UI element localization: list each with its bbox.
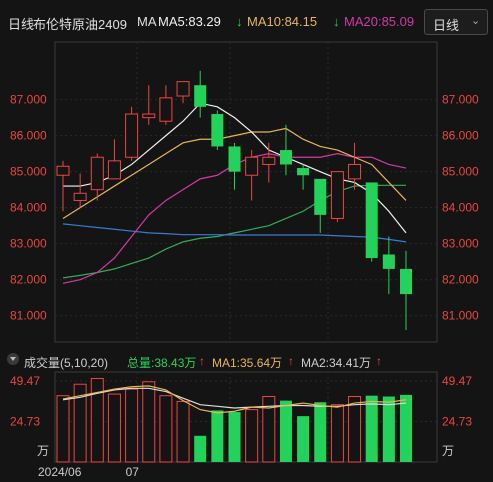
candle-body <box>279 150 292 165</box>
volume-bar <box>365 395 378 462</box>
volume-ma2-line <box>62 387 407 409</box>
candle-body <box>365 182 378 259</box>
chevron-down-icon: ⌄ <box>471 15 481 27</box>
volume-bar <box>279 400 292 462</box>
price-tick-left: 85.000 <box>10 165 47 179</box>
instrument-title: 布伦特原油2409 <box>33 17 127 32</box>
price-plot-frame <box>54 41 438 343</box>
volume-label: 成交量(5,10,20) <box>24 356 109 370</box>
triangle-down-icon[interactable] <box>7 353 19 365</box>
price-tick-right: 87.000 <box>442 93 479 107</box>
volume-bar <box>56 395 70 463</box>
volume-bar <box>330 404 344 463</box>
ma10-line <box>62 127 407 219</box>
volume-unit-right: 万 <box>442 444 454 458</box>
price-tick-right: 85.000 <box>442 165 479 179</box>
candle-body <box>297 168 310 176</box>
period-label: 日线 <box>8 17 35 32</box>
volume-tick-right: 24.73 <box>442 415 472 429</box>
period-dropdown[interactable]: 日线 ⌄ <box>424 9 488 35</box>
price-tick-right: 84.000 <box>442 201 479 215</box>
ma10-value: MA10:84.15 <box>247 14 318 29</box>
candle-body <box>314 178 327 215</box>
volume-ma1: MA1:35.64万 <box>212 356 283 370</box>
price-tick-right: 81.000 <box>442 309 479 323</box>
volume-total: 总量:38.43万 <box>127 356 197 370</box>
volume-bar <box>142 381 156 463</box>
ma30-line <box>62 223 407 243</box>
candle-body <box>211 114 224 147</box>
ma20-down-arrow-icon: ↓ <box>333 14 340 29</box>
candle-body <box>228 146 241 172</box>
volume-bar <box>262 396 276 463</box>
candle-body <box>330 171 344 219</box>
candle-body <box>56 165 70 176</box>
ma5-value: MA5:83.29 <box>158 14 221 29</box>
volume-bar <box>107 393 121 463</box>
ma60-line <box>62 184 406 279</box>
price-tick-right: 86.000 <box>442 129 479 143</box>
volume-tick-left: 49.47 <box>10 374 40 388</box>
x-axis-label: 2024/06 <box>38 465 82 479</box>
volume-tick-right: 49.47 <box>442 374 472 388</box>
volume-bar <box>314 402 327 462</box>
price-tick-right: 82.000 <box>442 273 479 287</box>
price-tick-right: 83.000 <box>442 237 479 251</box>
candle-body <box>400 268 412 295</box>
period-dropdown-label: 日线 <box>433 18 460 33</box>
volume-unit-left: 万 <box>37 444 49 458</box>
volume-bar <box>159 395 173 463</box>
volume-bar <box>228 412 241 462</box>
volume-bar <box>382 396 395 462</box>
volume-bar <box>245 409 259 463</box>
price-tick-left: 87.000 <box>10 93 47 107</box>
price-tick-left: 86.000 <box>10 129 47 143</box>
candle-body <box>262 156 276 165</box>
volume-bar <box>348 396 362 463</box>
volume-bar <box>400 394 412 462</box>
volume-ma2-up-arrow-icon: ↑ <box>376 354 382 368</box>
volume-ma1-line <box>62 385 407 414</box>
candle-body <box>176 81 190 97</box>
candle-body <box>245 156 259 176</box>
volume-bar <box>297 416 310 462</box>
ma10-down-arrow-icon: ↓ <box>236 14 243 29</box>
candle-body <box>90 156 104 191</box>
ma-label: MA <box>137 14 157 29</box>
price-tick-left: 81.000 <box>10 309 47 323</box>
volume-bar <box>176 400 190 463</box>
price-tick-left: 84.000 <box>10 201 47 215</box>
chart-header: 日线 布伦特原油2409 MA MA5:83.29 ↓ MA10:84.15 ↓… <box>0 0 493 42</box>
ma20-value: MA20:85.09 <box>344 14 415 29</box>
volume-bar <box>90 377 104 463</box>
candle-body <box>348 163 362 180</box>
volume-ma2: MA2:34.41万 <box>301 356 372 370</box>
candle-body <box>382 254 395 269</box>
volume-total-up-arrow-icon: ↑ <box>199 354 205 368</box>
volume-bar <box>125 388 139 463</box>
price-tick-left: 82.000 <box>10 273 47 287</box>
volume-bar <box>194 435 207 462</box>
candle-body <box>107 160 121 180</box>
volume-bar <box>211 410 224 462</box>
x-axis-label: 07 <box>126 465 140 479</box>
price-tick-left: 83.000 <box>10 237 47 251</box>
candle-body <box>125 113 139 158</box>
volume-ma1-up-arrow-icon: ↑ <box>288 354 294 368</box>
candle-body <box>142 113 156 119</box>
candle-body <box>159 97 173 122</box>
candle-body <box>194 85 207 107</box>
volume-bar <box>73 383 87 463</box>
volume-tick-left: 24.73 <box>10 415 40 429</box>
candle-body <box>73 192 87 201</box>
